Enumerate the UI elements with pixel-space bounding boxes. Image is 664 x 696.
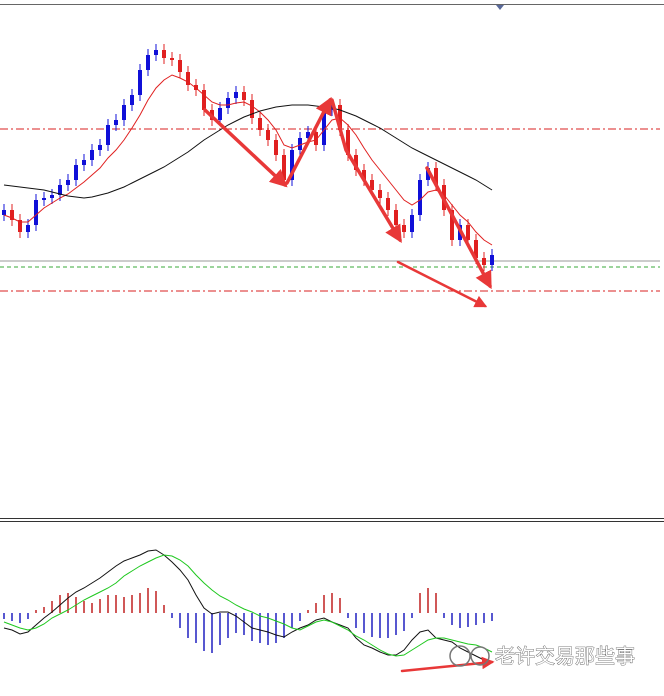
candle-body [434,168,438,185]
candle-body [266,130,270,140]
candle-body [130,95,134,105]
candle-body [50,195,54,198]
candle-body [314,132,318,145]
arrow [203,108,288,188]
candle-body [122,105,126,120]
candle-body [394,210,398,225]
candle-body [106,125,110,145]
candle-body [450,210,454,240]
candle-body [354,155,358,170]
arrow [425,166,492,290]
candle-body [58,185,62,195]
candle-body [258,118,262,130]
candle-body [178,60,182,72]
candle-body [410,215,414,232]
candle-body [114,120,118,125]
candle-body [402,225,406,232]
macd-pane [3,549,493,663]
candle-body [82,160,86,165]
candle-body [482,258,486,265]
candle-body [154,50,158,55]
candle-body [274,140,278,155]
candle-body [202,90,206,110]
candle-body [370,180,374,190]
candle-body [146,55,150,70]
candle-body [298,138,302,150]
candle-body [98,145,102,150]
candle-body [218,108,222,120]
candle-body [290,150,294,180]
candle-body [170,58,174,60]
candle-body [322,110,326,145]
candle-body [346,130,350,155]
candle-body [466,225,470,240]
candle-body [42,198,46,200]
watermark-icon [449,645,471,667]
watermark: 老许交易那些事 [449,644,635,668]
arrow [396,260,488,308]
candle-body [282,155,286,180]
indicator-line [3,104,493,199]
candle-body [2,210,6,215]
indicator-line [3,74,493,246]
candle-body [74,165,78,180]
candle-body [90,150,94,160]
candle-body [162,50,166,58]
indicator-line [3,554,493,657]
candle-body [26,225,30,232]
watermark-icon [470,646,490,666]
candle-body [138,70,142,95]
candle-body [234,92,238,98]
candle-body [34,200,38,225]
watermark-text: 老许交易那些事 [495,644,635,668]
candle-body [18,220,22,232]
candle-body [362,170,366,180]
candle-body [250,100,254,118]
candle-body [242,92,246,100]
arrow [285,96,332,185]
candle-body [226,98,230,108]
candle-body [474,240,478,258]
scroll-marker [496,5,504,10]
candle-body [378,190,382,198]
candle-body [66,180,70,185]
arrows [203,96,495,673]
candle-body [10,210,14,220]
candle-body [306,132,310,138]
arrow [330,98,402,244]
indicator-line [3,549,493,663]
candle-body [426,168,430,180]
candle-body [418,180,422,215]
arrow [400,656,495,673]
candle-body [490,255,494,265]
candle-body [386,198,390,210]
candle-body [186,72,190,85]
